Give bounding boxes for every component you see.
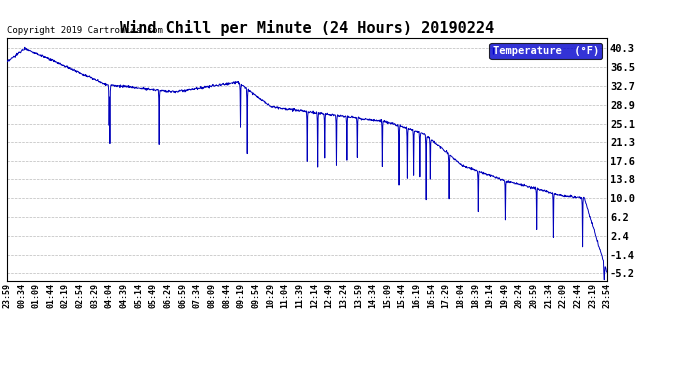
Legend: Temperature  (°F): Temperature (°F) [489, 43, 602, 59]
Text: Copyright 2019 Cartronics.com: Copyright 2019 Cartronics.com [7, 26, 163, 35]
Title: Wind Chill per Minute (24 Hours) 20190224: Wind Chill per Minute (24 Hours) 2019022… [120, 20, 494, 36]
